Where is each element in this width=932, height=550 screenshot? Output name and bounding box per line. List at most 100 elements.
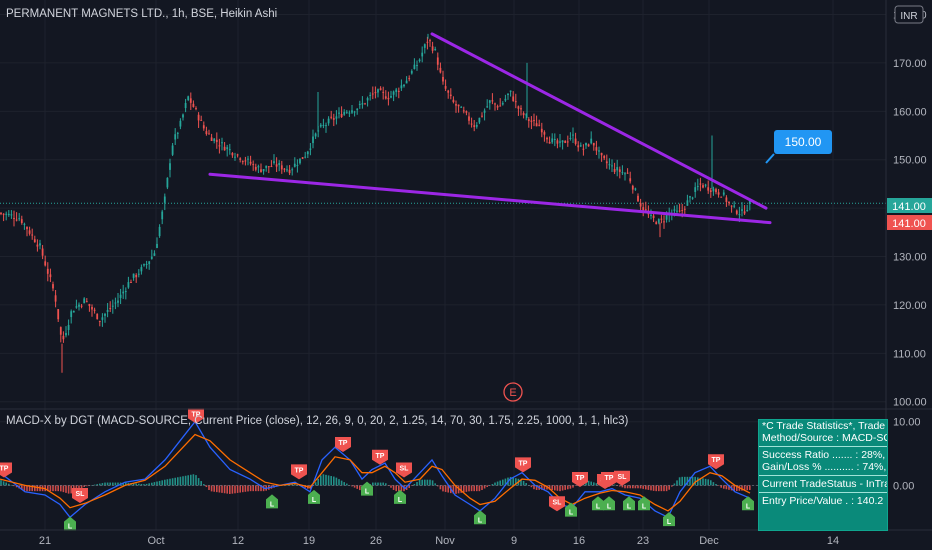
histogram-bar [431, 480, 434, 486]
candle-body [683, 208, 686, 210]
candle-body [353, 111, 356, 113]
signal-badge-shape [396, 462, 412, 478]
candle-body [501, 103, 504, 105]
candle-body [278, 163, 281, 166]
histogram-bar [385, 483, 387, 486]
signal-badge-shape [623, 496, 635, 511]
candle-body [306, 151, 309, 155]
histogram-bar [164, 479, 166, 486]
signal-badge: L [742, 496, 754, 511]
candle-body [590, 138, 593, 144]
histogram-bar [564, 485, 566, 490]
histogram-bar [195, 475, 197, 486]
signal-badge-label: TP [0, 466, 9, 473]
candle-body [689, 196, 691, 198]
candle-body [210, 137, 213, 141]
candle-body [252, 164, 255, 166]
histogram-bar [668, 485, 670, 490]
signal-badge: TP [188, 408, 204, 424]
candle-body [148, 261, 151, 265]
candle-body [2, 213, 5, 215]
histogram-bar [645, 485, 647, 490]
candle-body [439, 67, 442, 73]
indicator-tick-label: 0.00 [893, 480, 914, 492]
candle-body [548, 141, 551, 144]
histogram-bar [330, 475, 332, 486]
candle-body [111, 305, 114, 307]
histogram-bar [452, 485, 455, 494]
histogram-bar [681, 476, 683, 486]
histogram-bar [346, 483, 348, 486]
histogram-bar [499, 480, 501, 486]
candle-body [254, 166, 257, 170]
candle-body [447, 90, 450, 93]
histogram-bar [522, 480, 525, 486]
candle-body [473, 125, 476, 127]
histogram-bar [229, 485, 231, 494]
candle-body [629, 178, 632, 182]
candle-body [340, 113, 343, 118]
histogram-bar [255, 485, 257, 492]
histogram-bar [242, 485, 244, 493]
candle-body [200, 119, 203, 121]
candle-body [101, 317, 104, 320]
histogram-bar [541, 485, 543, 490]
histogram-bar [86, 485, 88, 487]
candle-body [299, 158, 301, 164]
earnings-marker-label: E [509, 387, 516, 399]
candle-body [465, 111, 468, 113]
candle-body [694, 187, 697, 192]
candle-body [733, 205, 736, 207]
histogram-bar [372, 482, 374, 486]
candle-body [132, 273, 135, 278]
target-callout[interactable]: 150.00 [765, 130, 832, 164]
candle-body [317, 130, 320, 132]
candle-body [709, 190, 712, 192]
histogram-bar [741, 485, 743, 491]
histogram-bar [647, 485, 650, 490]
candle-body [452, 99, 455, 103]
candles [0, 33, 751, 373]
candle-body [369, 94, 372, 96]
candle-body [600, 152, 603, 156]
candle-body [283, 168, 286, 170]
candle-body [127, 282, 130, 288]
candle-body [301, 157, 304, 159]
candle-body [364, 103, 366, 105]
histogram-bar [223, 485, 226, 494]
histogram-bar [351, 485, 353, 487]
candle-body [483, 110, 486, 113]
signal-badge-shape [361, 481, 373, 496]
signal-badge-shape [0, 462, 12, 478]
signal-badge-label: L [312, 497, 317, 504]
signal-badge: TP [708, 454, 724, 470]
histogram-bar [379, 482, 382, 486]
candle-body [496, 106, 499, 108]
candle-body [663, 221, 665, 223]
candle-body [527, 119, 530, 122]
candle-body [348, 112, 351, 114]
histogram-bar [104, 482, 106, 486]
histogram-bar [60, 485, 62, 492]
signal-badge: L [361, 481, 373, 496]
signal-badge: SL [549, 496, 565, 512]
signal-badge: L [394, 489, 406, 504]
candle-body [559, 141, 561, 143]
candle-body [236, 154, 239, 156]
candle-body [400, 85, 403, 89]
signal-badge-label: L [68, 524, 73, 531]
signal-badge: SL [396, 462, 412, 478]
candle-body [119, 294, 122, 298]
histogram-bar [138, 483, 140, 486]
candle-body [574, 138, 577, 144]
candle-body [572, 134, 574, 136]
candle-body [429, 40, 431, 42]
earnings-marker[interactable]: E [503, 382, 523, 402]
currency-badge[interactable]: INR [894, 5, 924, 24]
candle-body [231, 153, 234, 156]
candle-body [314, 133, 317, 137]
candle-body [59, 327, 62, 335]
candle-body [582, 148, 585, 150]
histogram-bar [47, 485, 49, 492]
